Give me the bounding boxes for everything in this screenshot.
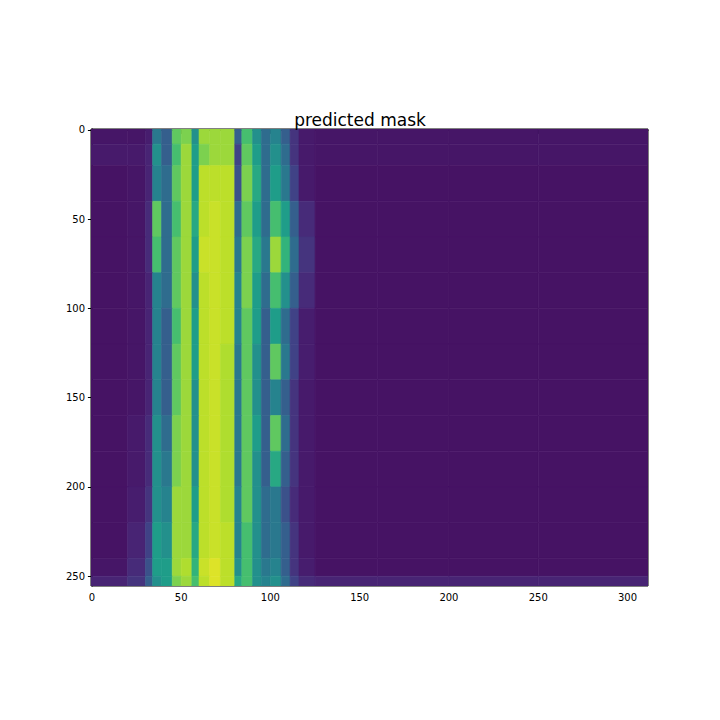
svg-text:0: 0 (89, 592, 95, 603)
svg-text:200: 200 (439, 592, 458, 603)
svg-text:150: 150 (350, 592, 369, 603)
svg-text:predicted mask: predicted mask (294, 110, 426, 130)
svg-text:250: 250 (529, 592, 548, 603)
svg-text:250: 250 (66, 571, 85, 582)
svg-text:300: 300 (618, 592, 637, 603)
svg-text:200: 200 (66, 481, 85, 492)
svg-text:100: 100 (261, 592, 280, 603)
svg-text:100: 100 (66, 303, 85, 314)
svg-text:50: 50 (72, 214, 85, 225)
svg-text:0: 0 (79, 124, 85, 135)
svg-text:150: 150 (66, 392, 85, 403)
svg-text:50: 50 (175, 592, 188, 603)
